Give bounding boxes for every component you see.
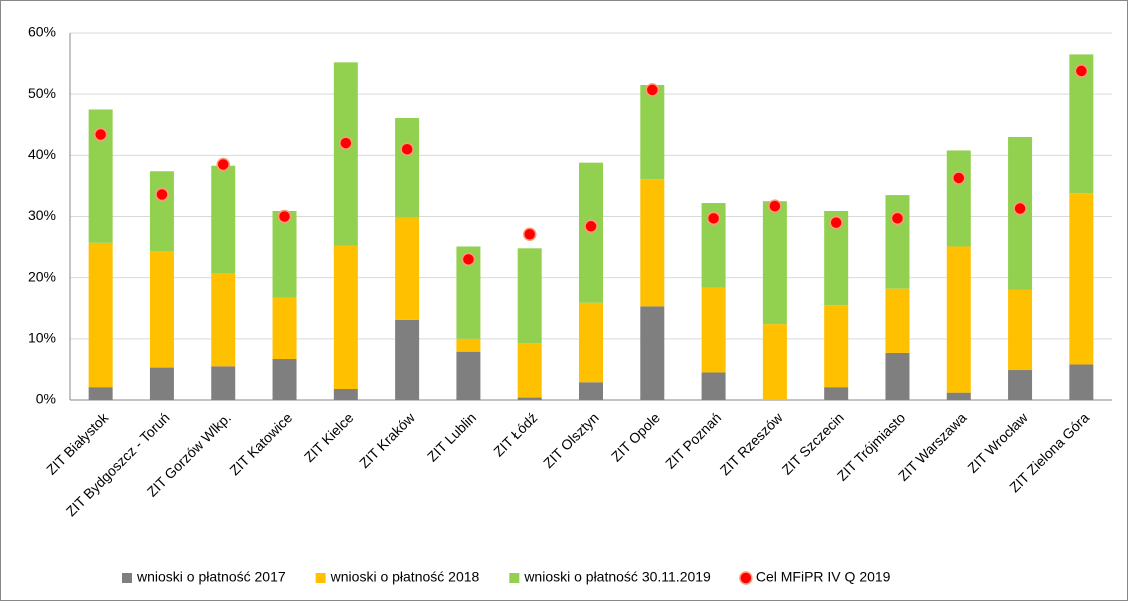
target-dot (1074, 64, 1089, 78)
bar-segment (824, 305, 849, 388)
legend-label: Cel MFiPR IV Q 2019 (756, 569, 891, 585)
bar-segment (456, 338, 481, 352)
bar-segment (640, 306, 665, 400)
target-dot (890, 211, 905, 226)
bar-segment (211, 273, 236, 367)
bar-segment (1008, 289, 1033, 371)
bar-segment (762, 324, 787, 400)
bar-segment (579, 382, 603, 400)
target-dot (645, 83, 660, 97)
bar-segment (701, 287, 726, 373)
target-dot (277, 209, 292, 224)
target-dot (584, 219, 598, 234)
y-tick-label: 50% (28, 85, 56, 101)
target-dot (155, 187, 169, 202)
legend-label: wnioski o płatność 2017 (136, 569, 286, 585)
bar-segment (762, 201, 787, 325)
target-dot (952, 171, 966, 185)
bar-segment (517, 343, 542, 398)
target-dot (706, 211, 721, 226)
legend-marker (509, 573, 520, 583)
y-tick-label: 0% (36, 391, 56, 407)
legend-label: wnioski o płatność 30.11.2019 (523, 569, 711, 585)
bar-segment (395, 217, 420, 320)
bar-segment (885, 195, 910, 289)
bar-segment (88, 242, 113, 388)
bar-segment (333, 245, 358, 389)
bar-segment (272, 210, 297, 298)
legend-marker (739, 571, 753, 585)
bar-segment (211, 366, 236, 400)
y-tick-label: 30% (28, 207, 56, 223)
target-dot (768, 199, 782, 213)
bar-segment (640, 179, 665, 307)
bar-segment (272, 297, 297, 360)
bar-segment (149, 367, 174, 400)
legend-label: wnioski o płatność 2018 (330, 569, 480, 585)
bar-segment (946, 246, 971, 393)
bar-segment (395, 118, 420, 218)
target-dot (400, 142, 414, 156)
bar-segment (211, 165, 236, 274)
bar-segment (88, 387, 113, 400)
y-tick-label: 40% (28, 146, 56, 162)
bar-segment (149, 171, 174, 252)
bar-segment (395, 319, 420, 400)
bar-segment (333, 62, 358, 246)
bar-segment (517, 248, 542, 344)
bar-segment (885, 352, 910, 400)
bar-segment (946, 392, 971, 400)
bar-segment (579, 302, 603, 383)
legend-marker (122, 573, 132, 583)
bar-segment (701, 372, 726, 400)
y-tick-label: 60% (28, 24, 56, 40)
bar-segment (640, 84, 665, 180)
legend-marker (315, 573, 326, 583)
bar-segment (272, 359, 297, 400)
bar-segment (885, 288, 910, 353)
target-dot (829, 215, 843, 230)
y-tick-label: 20% (28, 268, 56, 284)
bar-segment (456, 351, 481, 400)
target-dot (461, 252, 476, 267)
bar-segment (517, 397, 542, 400)
bar-segment (1069, 364, 1094, 400)
target-dot (1013, 201, 1027, 216)
target-dot (522, 227, 537, 241)
target-dot (93, 127, 108, 142)
bar-segment (1008, 370, 1033, 400)
bar-segment (149, 251, 174, 368)
bar-segment (824, 387, 849, 400)
bar-segment (1069, 193, 1094, 365)
y-tick-label: 10% (28, 330, 56, 346)
bar-segment (946, 150, 971, 247)
target-dot (339, 136, 353, 150)
bar-segment (333, 388, 358, 400)
target-dot (216, 157, 230, 172)
